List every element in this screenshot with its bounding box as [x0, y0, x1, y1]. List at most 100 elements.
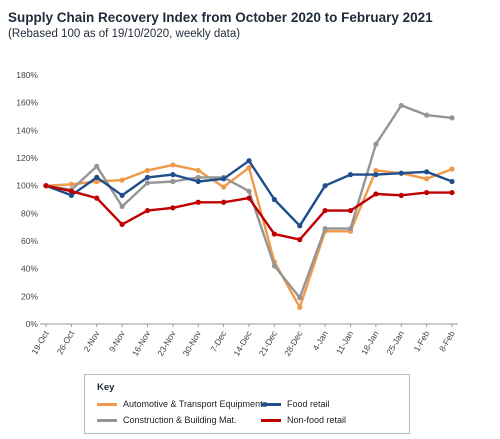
x-tick-label: 25-Jan: [384, 329, 406, 357]
y-tick-label: 140%: [16, 125, 38, 135]
data-point-construction-building-mat: [398, 102, 404, 109]
data-point-non-food-retail: [221, 199, 227, 205]
data-point-non-food-retail: [246, 195, 252, 201]
data-point-automotive-transport-equipments: [424, 176, 430, 182]
data-point-construction-building-mat: [322, 225, 328, 232]
data-point-food-retail: [144, 174, 151, 180]
y-tick-label: 20%: [21, 291, 38, 301]
data-point-food-retail: [297, 223, 303, 229]
data-point-construction-building-mat: [94, 163, 100, 169]
x-tick-label: 11-Jan: [334, 329, 355, 356]
data-point-construction-building-mat: [373, 141, 379, 147]
data-point-construction-building-mat: [119, 203, 125, 210]
data-point-automotive-transport-equipments: [449, 166, 455, 172]
y-tick-label: 0%: [26, 319, 39, 329]
data-point-food-retail: [221, 176, 227, 182]
series-line-automotive-transport-equipments: [45, 163, 453, 309]
data-point-automotive-transport-equipments: [246, 165, 252, 171]
data-point-automotive-transport-equipments: [297, 304, 303, 310]
x-tick-label: 30-Nov: [181, 328, 204, 357]
data-point-construction-building-mat: [271, 263, 277, 269]
data-point-automotive-transport-equipments: [373, 167, 379, 174]
data-point-automotive-transport-equipments: [68, 181, 74, 187]
data-point-non-food-retail: [195, 199, 201, 205]
legend: Key Automotive & Transport Equipments Fo…: [84, 374, 410, 434]
data-point-food-retail: [398, 170, 404, 176]
legend-swatch-non-food-retail: [261, 418, 281, 422]
data-point-non-food-retail: [347, 207, 354, 214]
x-tick-label: 2-Nov: [81, 328, 101, 353]
data-point-food-retail: [94, 174, 100, 180]
data-point-non-food-retail: [271, 231, 277, 237]
series-lines: [43, 102, 455, 310]
legend-item-automotive: Automotive & Transport Equipments: [97, 399, 267, 409]
data-point-non-food-retail: [373, 191, 379, 197]
data-point-construction-building-mat: [246, 188, 252, 194]
y-tick-label: 160%: [16, 98, 38, 108]
data-point-non-food-retail: [43, 183, 49, 189]
data-point-construction-building-mat: [449, 115, 455, 121]
axes: 0% 20% 40% 60% 80% 100% 120% 140% 160% 180% 19-Oct…: [16, 70, 458, 358]
data-point-construction-building-mat: [144, 180, 151, 186]
legend-label-food-retail: Food retail: [287, 399, 330, 409]
data-point-non-food-retail: [68, 188, 74, 194]
data-point-non-food-retail: [94, 195, 100, 201]
data-point-food-retail: [195, 178, 201, 185]
data-point-food-retail: [170, 172, 176, 178]
data-point-food-retail: [246, 158, 252, 164]
chart-title: Supply Chain Recovery Index from October…: [8, 10, 433, 25]
line-chart: 0% 20% 40% 60% 80% 100% 120% 140% 160% 180% 19-Oct…: [16, 70, 458, 358]
data-point-automotive-transport-equipments: [94, 178, 100, 185]
x-tick-label: 21-Dec: [257, 328, 280, 357]
legend-label-automotive: Automotive & Transport Equipments: [123, 399, 268, 409]
x-tick-label: 28-Dec: [282, 328, 305, 357]
data-point-non-food-retail: [424, 189, 430, 196]
legend-label-construction: Construction & Building Mat.: [123, 415, 237, 425]
data-point-automotive-transport-equipments: [119, 177, 125, 183]
data-point-food-retail: [119, 192, 125, 198]
data-point-food-retail: [68, 192, 74, 198]
y-tick-label: 180%: [16, 70, 38, 80]
legend-swatch-food-retail: [261, 402, 281, 406]
data-point-food-retail: [424, 169, 430, 175]
data-point-food-retail: [373, 172, 379, 178]
x-tick-label: 1-Feb: [412, 329, 432, 353]
data-point-automotive-transport-equipments: [195, 167, 201, 174]
legend-title: Key: [97, 382, 115, 393]
data-point-non-food-retail: [297, 237, 303, 243]
x-tick-label: 18-Jan: [359, 329, 381, 357]
y-tick-label: 60%: [21, 236, 38, 246]
legend-item-non-food-retail: Non-food retail: [261, 415, 346, 425]
x-tick-label: 9-Nov: [107, 328, 127, 353]
legend-swatch-automotive: [97, 402, 117, 406]
data-point-construction-building-mat: [297, 295, 303, 301]
data-point-food-retail: [449, 178, 455, 185]
data-point-automotive-transport-equipments: [170, 162, 176, 168]
y-tick-label: 120%: [16, 153, 38, 163]
data-point-non-food-retail: [322, 207, 328, 214]
data-point-automotive-transport-equipments: [144, 167, 151, 174]
data-point-food-retail: [347, 172, 354, 178]
data-point-construction-building-mat: [424, 112, 430, 118]
data-point-food-retail: [271, 196, 277, 203]
x-tick-label: 19-Oct: [29, 328, 51, 356]
data-point-non-food-retail: [119, 221, 125, 227]
data-point-construction-building-mat: [195, 174, 201, 180]
x-tick-label: 8-Feb: [437, 329, 457, 353]
data-point-non-food-retail: [398, 192, 404, 198]
x-tick-label: 14-Dec: [231, 328, 254, 357]
chart-subtitle: (Rebased 100 as of 19/10/2020, weekly da…: [8, 28, 241, 40]
data-point-non-food-retail: [170, 205, 176, 211]
data-point-non-food-retail: [144, 207, 151, 214]
legend-label-non-food-retail: Non-food retail: [287, 415, 347, 425]
data-point-construction-building-mat: [170, 178, 176, 185]
series-line-construction-building-mat: [45, 104, 453, 299]
y-tick-label: 80%: [21, 208, 38, 218]
x-tick-label: 7-Dec: [208, 328, 228, 353]
data-point-food-retail: [322, 183, 328, 189]
y-tick-label: 40%: [21, 264, 38, 274]
y-tick-label: 100%: [16, 181, 38, 191]
legend-item-construction: Construction & Building Mat.: [97, 415, 237, 425]
x-tick-label: 4-Jan: [311, 329, 330, 353]
data-point-non-food-retail: [449, 189, 455, 196]
